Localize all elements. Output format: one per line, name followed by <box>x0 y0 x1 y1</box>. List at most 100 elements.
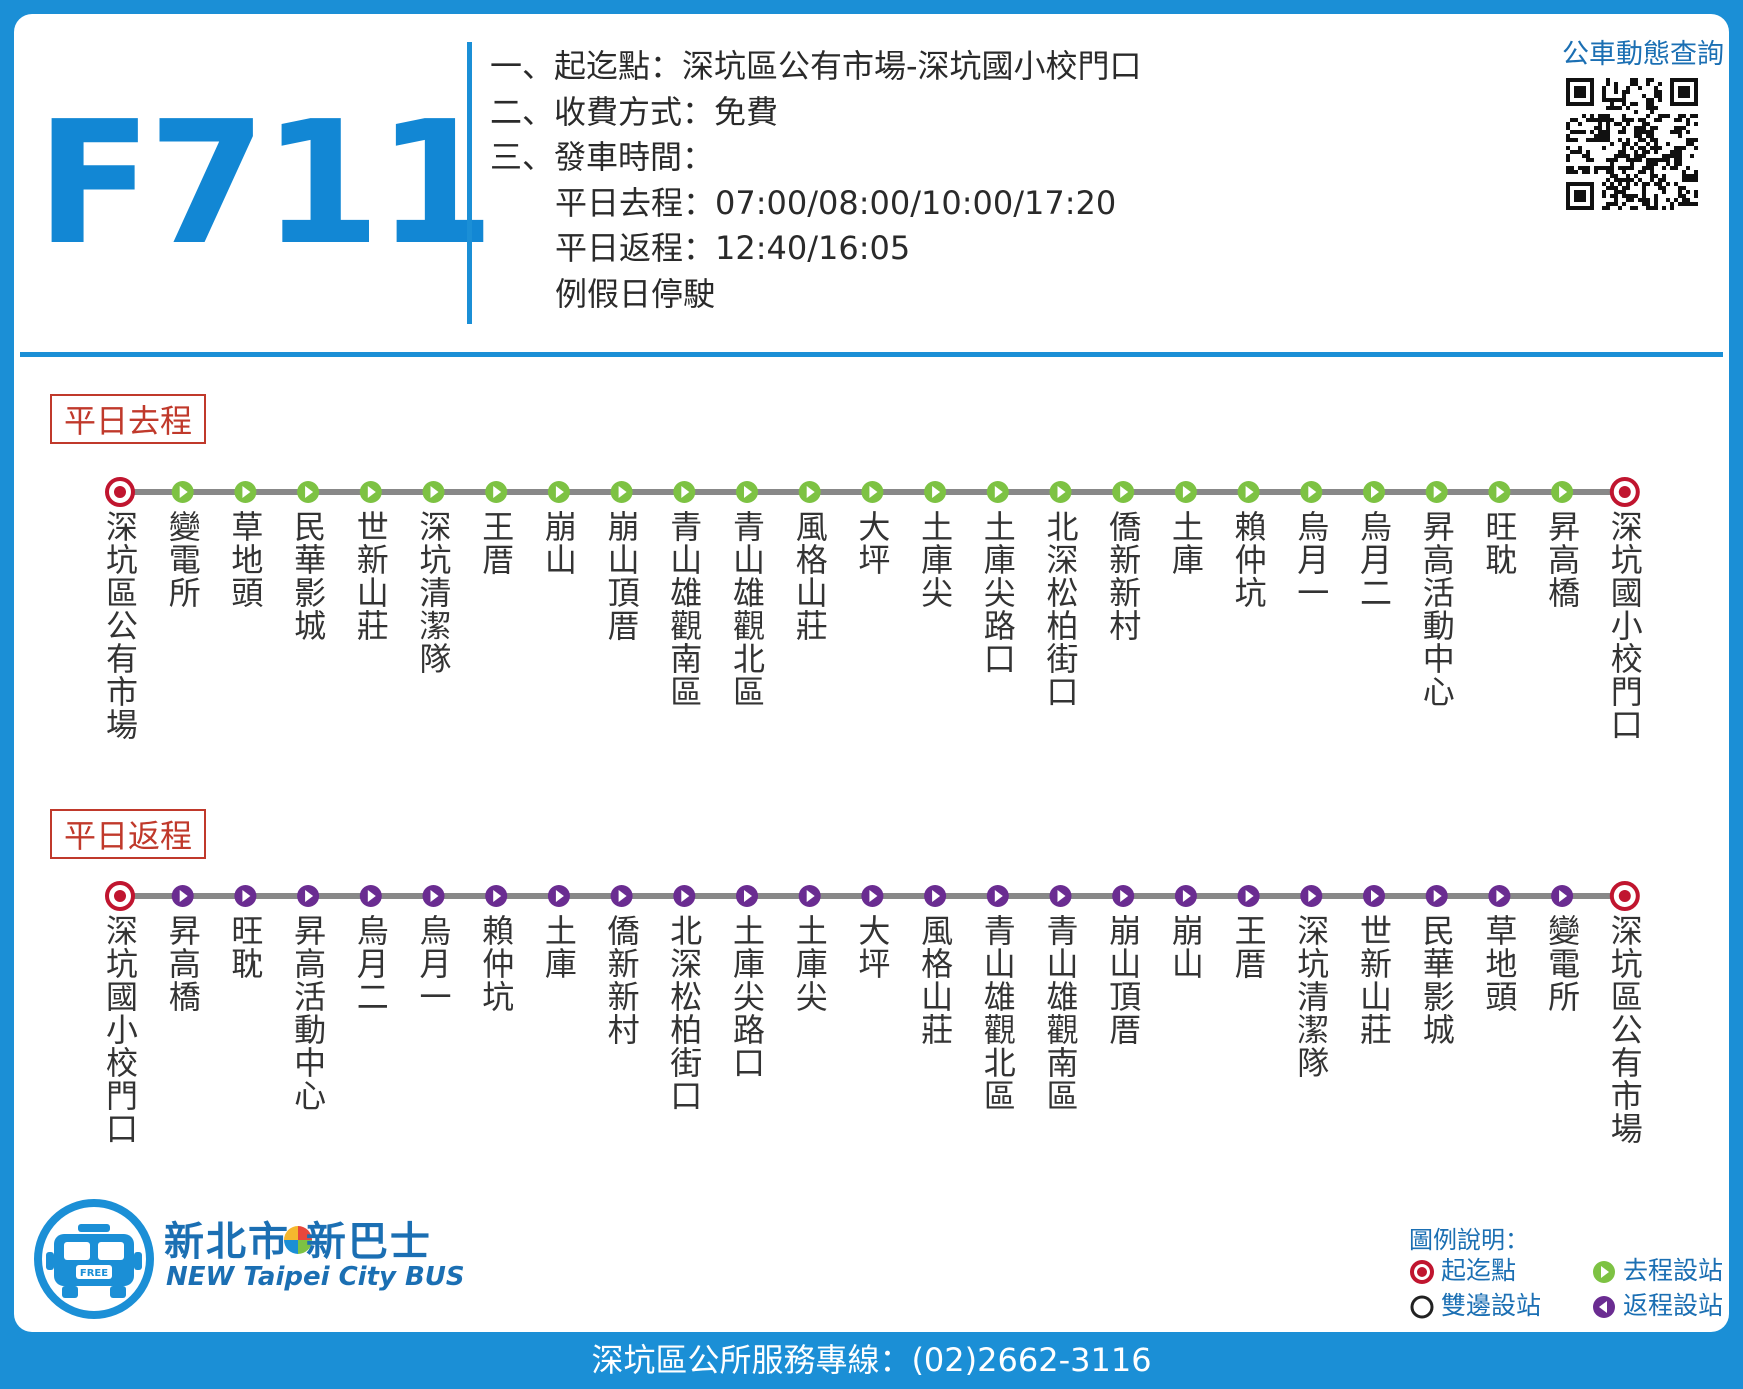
logo-badge: FREE <box>80 1268 108 1279</box>
terminal-marker <box>1609 477 1640 507</box>
legend-return-label: 返程設站 <box>1623 1291 1724 1320</box>
stop-name: 草地頭 <box>226 510 265 609</box>
stop-name: 土庫尖路口 <box>978 510 1017 675</box>
stop-marker <box>485 481 508 503</box>
info-weekday-return: 平日返程：12:40/16:05 <box>555 229 911 267</box>
stop-name: 旺耽 <box>1480 510 1519 576</box>
stop-name: 深坑區公有市場 <box>101 510 139 741</box>
stop-marker <box>736 481 758 503</box>
stop-marker <box>1112 885 1135 907</box>
stop-marker <box>422 481 445 503</box>
stop-marker <box>547 885 570 907</box>
stop-name: 崩山 <box>539 510 578 576</box>
stop-marker <box>736 885 758 907</box>
stop-marker <box>798 885 821 907</box>
stop-marker <box>1425 481 1448 503</box>
stop-name: 北深松柏街口 <box>1041 510 1080 708</box>
stop-marker <box>1174 481 1197 503</box>
stop-marker <box>924 885 947 907</box>
stop-name: 僑新新村 <box>602 914 641 1046</box>
stop-marker <box>673 481 696 503</box>
stop-name: 深坑國小校門口 <box>101 914 139 1145</box>
stop-marker <box>1551 885 1574 907</box>
stop-marker <box>171 481 194 503</box>
stop-name: 民華影城 <box>289 510 328 642</box>
stop-name: 王厝 <box>1229 914 1268 980</box>
stop-marker <box>547 481 570 503</box>
stop-name: 深坑清潔隊 <box>1292 914 1331 1079</box>
legend-both: 雙邊設站 <box>1409 1286 1541 1322</box>
legend-return: 返程設站 <box>1591 1286 1723 1322</box>
logo-english-text: NEW Taipei City BUS <box>166 1262 465 1292</box>
stop-name: 崩山頂厝 <box>602 510 641 642</box>
stop-name: 烏月一 <box>414 914 453 1013</box>
stop-marker <box>1363 481 1385 503</box>
stop-name: 北深松柏街口 <box>665 914 704 1112</box>
legend-outbound-label: 去程設站 <box>1623 1256 1724 1285</box>
stop-name: 昇高橋 <box>163 914 202 1013</box>
stop-name: 土庫 <box>1166 510 1205 576</box>
stop-name: 草地頭 <box>1480 914 1519 1013</box>
info-departure-heading: 三、發車時間： <box>490 138 715 176</box>
stop-name: 烏月二 <box>351 914 390 1013</box>
info-fare: 二、收費方式：免費 <box>490 92 779 131</box>
stop-name: 風格山莊 <box>916 914 955 1046</box>
stop-marker <box>1300 885 1323 907</box>
stop-marker <box>359 885 382 907</box>
stop-marker <box>610 885 633 907</box>
stop-name: 青山雄觀北區 <box>728 510 766 708</box>
stop-name: 崩山頂厝 <box>1104 914 1143 1046</box>
route-info: 一、起迄點：深坑區公有市場-深坑國小校門口 二、收費方式：免費 三、發車時間： … <box>490 44 1250 317</box>
return-stop-icon <box>1593 1296 1615 1318</box>
stop-marker <box>1363 885 1385 907</box>
stop-name: 烏月一 <box>1292 510 1331 609</box>
info-weekday-outbound: 平日去程：07:00/08:00/10:00/17:20 <box>555 183 1117 222</box>
route-number: F711 <box>36 85 495 283</box>
stop-name: 土庫尖 <box>790 914 829 1013</box>
stop-marker <box>986 885 1009 907</box>
stop-marker <box>1049 481 1072 503</box>
return-stop-names: 深坑國小校門口 昇高橋 旺耽 昇高活動中心 烏月二 烏月一 賴仲坑 土庫 僑新新村 北深松柏街口土… <box>14 914 1729 1174</box>
stop-marker <box>610 481 633 503</box>
stop-name: 賴仲坑 <box>477 914 516 1013</box>
stop-name: 旺耽 <box>226 914 265 980</box>
stop-name: 烏月二 <box>1355 510 1393 609</box>
header-divider <box>467 42 472 324</box>
stop-name: 賴仲坑 <box>1229 510 1268 609</box>
stop-name: 昇高活動中心 <box>1417 510 1456 708</box>
stop-marker <box>297 481 320 503</box>
both-direction-stop-icon <box>1410 1295 1434 1319</box>
terminal-marker <box>1609 881 1640 911</box>
stop-name: 昇高橋 <box>1543 510 1582 609</box>
outbound-label: 平日去程 <box>50 394 206 444</box>
stop-marker <box>1488 481 1511 503</box>
return-route-line <box>105 881 1640 911</box>
stop-marker <box>171 885 194 907</box>
stop-name: 變電所 <box>163 510 202 609</box>
stop-marker <box>1300 481 1323 503</box>
stop-name: 青山雄觀南區 <box>665 510 704 708</box>
stop-marker <box>1237 885 1260 907</box>
stop-marker <box>861 885 884 907</box>
stop-marker <box>673 885 696 907</box>
stop-marker <box>234 481 257 503</box>
stop-marker <box>1488 885 1511 907</box>
stop-name: 世新山莊 <box>1355 914 1393 1046</box>
return-label: 平日返程 <box>50 809 206 859</box>
info-holiday-note: 例假日停駛 <box>555 274 716 313</box>
stop-marker <box>861 481 884 503</box>
stop-name: 僑新新村 <box>1104 510 1143 642</box>
stop-marker <box>422 885 445 907</box>
stop-name: 青山雄觀南區 <box>1041 914 1080 1112</box>
stop-name: 深坑國小校門口 <box>1605 510 1644 741</box>
info-endpoints: 一、起迄點：深坑區公有市場-深坑國小校門口 <box>490 47 1142 85</box>
stop-name: 民華影城 <box>1417 914 1456 1046</box>
terminal-marker-icon <box>1410 1260 1434 1284</box>
legend-outbound: 去程設站 <box>1591 1251 1723 1287</box>
stop-marker <box>986 481 1009 503</box>
legend-terminal-label: 起迄點 <box>1441 1256 1517 1285</box>
service-hotline: 深坑區公所服務專線：(02)2662-3116 <box>591 1341 1152 1379</box>
qr-code-icon[interactable] <box>1566 78 1698 210</box>
stop-marker <box>1425 885 1448 907</box>
stop-name: 青山雄觀北區 <box>978 914 1017 1112</box>
